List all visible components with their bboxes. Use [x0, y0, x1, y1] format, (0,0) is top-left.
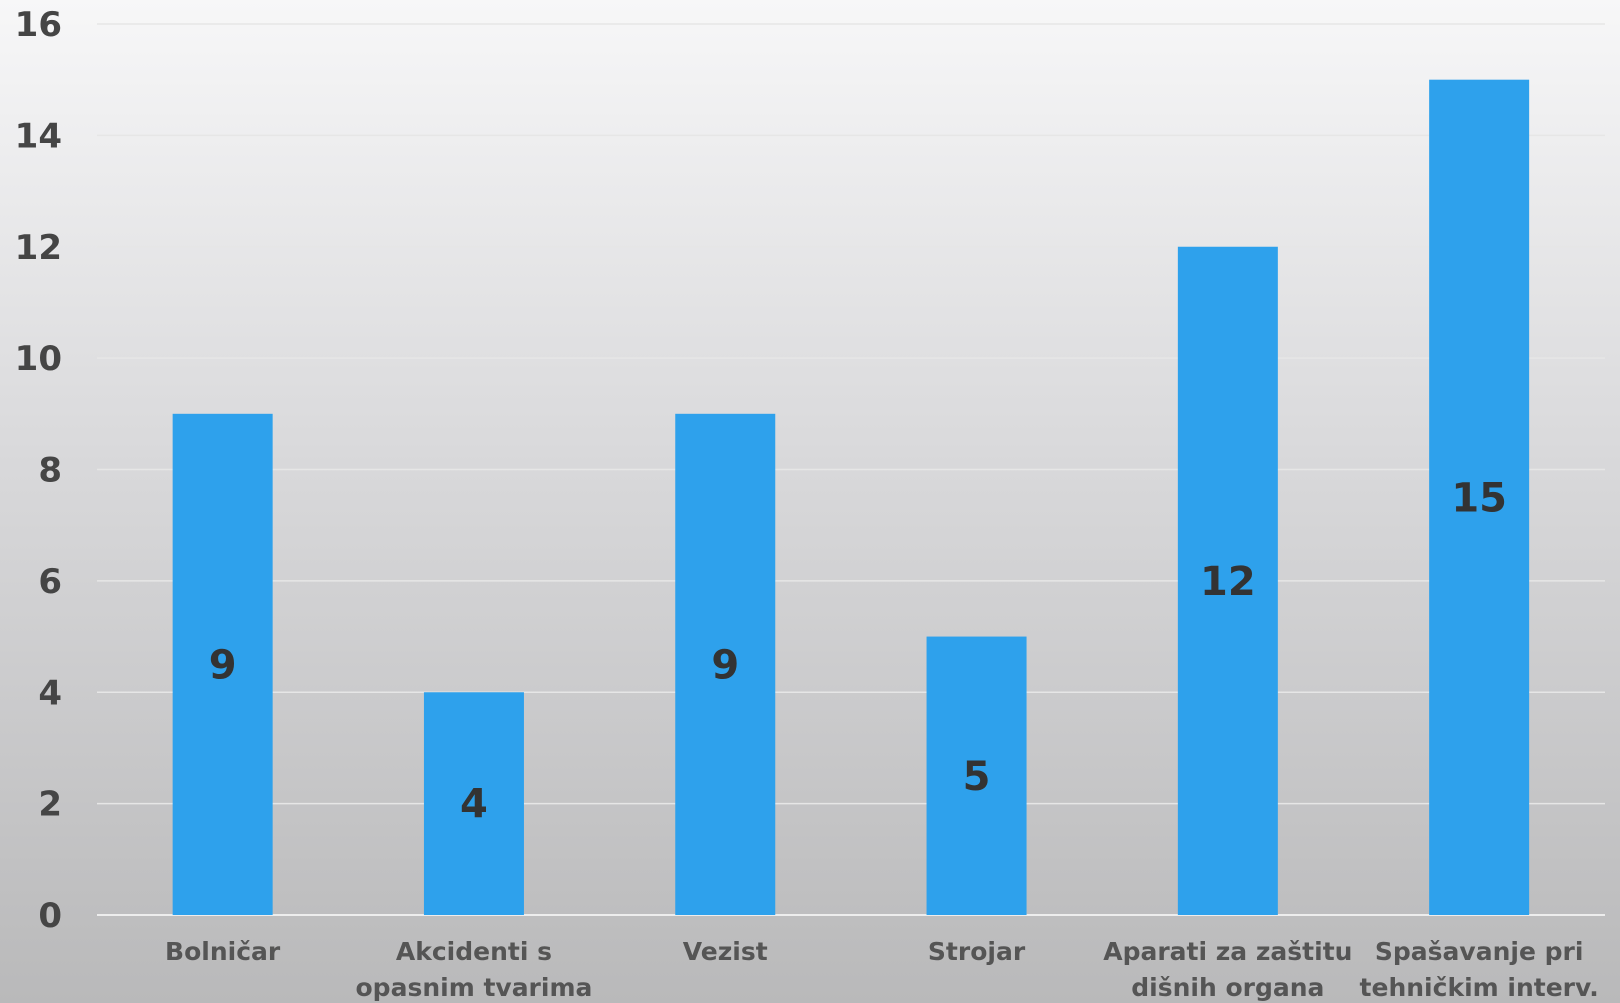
category-label: opasnim tvarima	[356, 973, 593, 1002]
y-tick-label: 4	[38, 673, 62, 713]
bar	[1429, 79, 1530, 915]
y-tick-label: 6	[38, 562, 62, 602]
category-label: Strojar	[928, 937, 1026, 966]
bar	[926, 636, 1027, 915]
bar	[423, 692, 524, 915]
data-label: 12	[1200, 559, 1256, 605]
data-label: 5	[963, 754, 991, 800]
category-label: dišnih organa	[1131, 973, 1324, 1002]
y-tick-label: 14	[15, 116, 62, 156]
category-label: Aparati za zaštitu	[1103, 937, 1352, 966]
data-label: 4	[460, 782, 488, 828]
bar	[675, 413, 776, 915]
category-label: tehničkim interv.	[1360, 973, 1599, 1002]
data-label: 9	[209, 642, 237, 688]
bar	[1177, 246, 1278, 915]
y-tick-label: 12	[15, 228, 62, 268]
data-label: 15	[1451, 475, 1507, 521]
y-tick-label: 8	[38, 451, 62, 491]
data-label: 9	[711, 642, 739, 688]
y-tick-label: 2	[38, 785, 62, 825]
category-label: Spašavanje pri	[1375, 937, 1584, 966]
y-tick-label: 0	[38, 896, 62, 936]
bar	[172, 413, 273, 915]
category-label: Akcidenti s	[396, 937, 552, 966]
category-label: Vezist	[683, 937, 768, 966]
y-tick-label: 16	[15, 5, 62, 45]
category-label: Bolničar	[165, 937, 281, 966]
y-tick-label: 10	[15, 339, 62, 379]
